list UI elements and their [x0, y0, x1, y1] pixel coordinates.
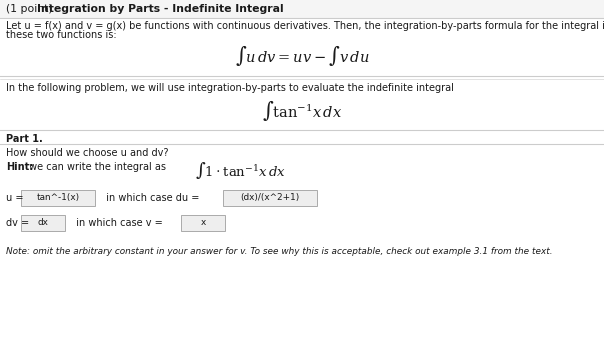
- Text: $\int u\,dv = uv - \int v\,du$: $\int u\,dv = uv - \int v\,du$: [235, 43, 369, 68]
- Text: Let u = f(x) and v = g(x) be functions with continuous derivatives. Then, the in: Let u = f(x) and v = g(x) be functions w…: [6, 21, 604, 31]
- Text: (dx)/(x^2+1): (dx)/(x^2+1): [240, 193, 300, 202]
- FancyBboxPatch shape: [21, 215, 65, 231]
- Text: x: x: [201, 218, 205, 227]
- Text: How should we choose u and dv?: How should we choose u and dv?: [6, 148, 169, 158]
- Text: in which case v =: in which case v =: [70, 218, 166, 228]
- Text: Hint:: Hint:: [6, 162, 33, 172]
- Text: these two functions is:: these two functions is:: [6, 30, 117, 40]
- FancyBboxPatch shape: [0, 0, 604, 18]
- Text: Note: omit the arbitrary constant in your answer for v. To see why this is accep: Note: omit the arbitrary constant in you…: [6, 247, 553, 256]
- Text: tan^-1(x): tan^-1(x): [36, 193, 80, 202]
- Text: we can write the integral as: we can write the integral as: [26, 162, 166, 172]
- FancyBboxPatch shape: [21, 190, 95, 206]
- Text: Part 1.: Part 1.: [6, 134, 43, 144]
- FancyBboxPatch shape: [223, 190, 317, 206]
- Text: $\int \tan^{-1}\!x\,dx$: $\int \tan^{-1}\!x\,dx$: [262, 98, 342, 123]
- Text: u =: u =: [6, 193, 27, 203]
- Text: dv =: dv =: [6, 218, 32, 228]
- Text: Integration by Parts - Indefinite Integral: Integration by Parts - Indefinite Integr…: [37, 4, 284, 14]
- Text: (1 point): (1 point): [6, 4, 56, 14]
- FancyBboxPatch shape: [181, 215, 225, 231]
- Text: dx: dx: [37, 218, 48, 227]
- Text: in which case du =: in which case du =: [100, 193, 202, 203]
- Text: In the following problem, we will use integration-by-parts to evaluate the indef: In the following problem, we will use in…: [6, 83, 454, 93]
- Text: $\int 1 \cdot \tan^{-1}\!x\,dx$: $\int 1 \cdot \tan^{-1}\!x\,dx$: [195, 160, 286, 181]
